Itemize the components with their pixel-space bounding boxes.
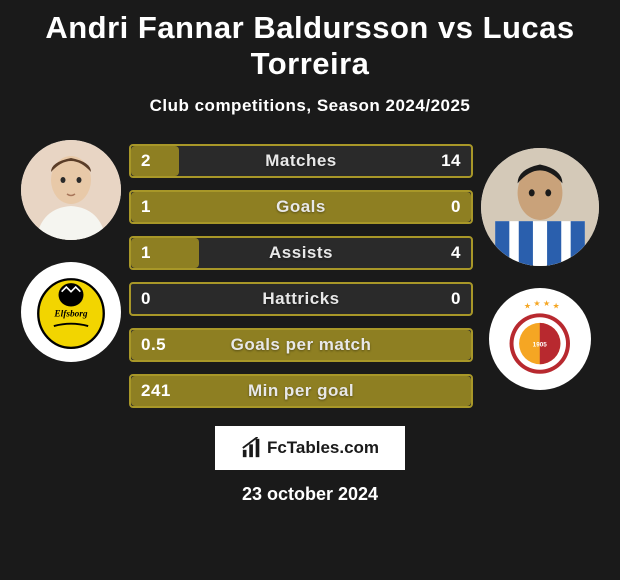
stat-right-value: 0 <box>451 197 461 217</box>
stars-icon: ★ ★ ★ ★ <box>524 299 560 310</box>
svg-text:Elfsborg: Elfsborg <box>53 310 88 320</box>
stat-bars: 2 Matches 14 1 Goals 0 1 Assists 4 0 Hattricks 0 0.5… <box>129 134 473 408</box>
left-side: Elfsborg <box>21 134 121 362</box>
stat-row: 241 Min per goal <box>129 374 473 408</box>
club-left-badge: Elfsborg <box>21 262 121 362</box>
stat-label: Hattricks <box>262 289 339 309</box>
stat-right-value: 14 <box>441 151 461 171</box>
subtitle: Club competitions, Season 2024/2025 <box>8 96 612 116</box>
stat-label: Goals <box>276 197 326 217</box>
right-side: ★ ★ ★ ★ 1905 <box>481 134 599 390</box>
stat-right-value: 4 <box>451 243 461 263</box>
chart-icon <box>241 437 263 459</box>
player-left-avatar <box>21 140 121 240</box>
stat-row: 0.5 Goals per match <box>129 328 473 362</box>
svg-text:★: ★ <box>543 299 550 308</box>
page-title: Andri Fannar Baldursson vs Lucas Torreir… <box>8 10 612 82</box>
stat-left-value: 1 <box>141 197 151 217</box>
stat-row: 0 Hattricks 0 <box>129 282 473 316</box>
date-text: 23 october 2024 <box>8 484 612 505</box>
stat-label: Goals per match <box>231 335 372 355</box>
comparison-row: Elfsborg 2 Matches 14 1 Goals 0 1 Assists 4 0 Hatt… <box>8 134 612 408</box>
stat-right-value: 0 <box>451 289 461 309</box>
player-right-avatar <box>481 148 599 266</box>
stat-row: 1 Goals 0 <box>129 190 473 224</box>
stat-label: Min per goal <box>248 381 354 401</box>
stat-left-value: 1 <box>141 243 151 263</box>
club-right-badge: ★ ★ ★ ★ 1905 <box>489 288 591 390</box>
svg-text:★: ★ <box>524 302 531 311</box>
svg-text:1905: 1905 <box>533 342 548 349</box>
stat-label: Assists <box>269 243 333 263</box>
svg-text:★: ★ <box>534 299 541 308</box>
stat-fill <box>131 146 179 176</box>
stat-row: 2 Matches 14 <box>129 144 473 178</box>
stat-label: Matches <box>265 151 337 171</box>
stat-left-value: 0 <box>141 289 151 309</box>
stat-left-value: 241 <box>141 381 171 401</box>
site-logo-text: FcTables.com <box>267 438 379 458</box>
svg-text:★: ★ <box>553 302 560 311</box>
stat-row: 1 Assists 4 <box>129 236 473 270</box>
stat-left-value: 2 <box>141 151 151 171</box>
site-logo: FcTables.com <box>215 426 405 470</box>
stat-left-value: 0.5 <box>141 335 166 355</box>
